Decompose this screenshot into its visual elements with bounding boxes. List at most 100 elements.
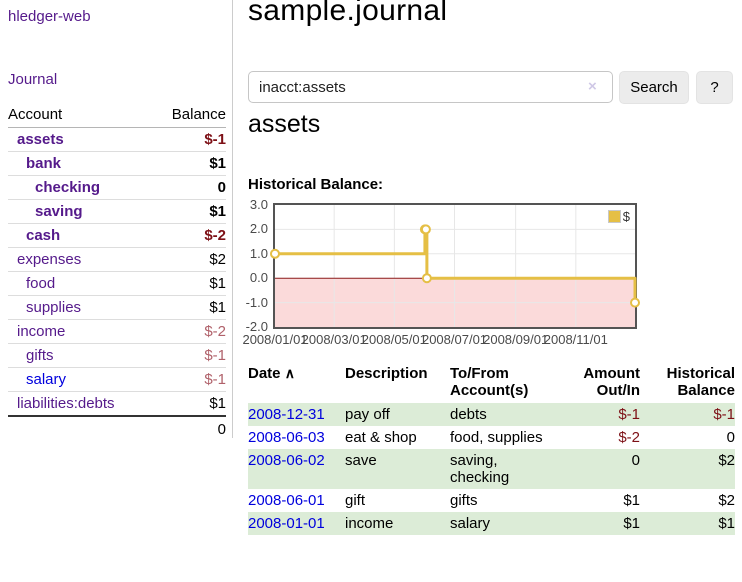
sidebar-account-row: assets $-1 (8, 127, 226, 152)
register-balance-cell: $-1 (713, 406, 735, 423)
chart-plot-svg (270, 205, 640, 327)
register-header-balance: Historical Balance (666, 365, 735, 399)
register-date-cell: 2008-12-31 (248, 403, 345, 426)
register-description-cell: pay off (345, 406, 390, 423)
sidebar-account-row: gifts $-1 (8, 343, 226, 368)
x-axis-tick-label: 2008/07/01 (421, 332, 488, 347)
sidebar-account-link[interactable]: salary (26, 371, 67, 388)
sidebar-account-link[interactable]: liabilities:debts (17, 395, 115, 412)
sidebar-account-balance: $-1 (152, 343, 226, 368)
sidebar-account-link[interactable]: food (26, 275, 56, 292)
y-axis-tick-label: 1.0 (249, 245, 268, 261)
sort-ascending-icon: ∧ (284, 365, 295, 381)
register-accounts-cell: gifts (450, 492, 478, 509)
sidebar-account-balance: $-2 (152, 223, 226, 248)
transaction-date-link[interactable]: 2008-06-01 (248, 492, 325, 509)
register-header-description: Description (345, 365, 428, 382)
accounts-total-row: 0 (8, 415, 226, 441)
sidebar-account-cell: expenses (8, 247, 153, 272)
sidebar-account-row: liabilities:debts $1 (8, 391, 226, 417)
sidebar-account-balance: $-1 (152, 367, 226, 392)
register-accounts-cell: salary (450, 515, 491, 532)
sidebar-account-balance: 0 (152, 175, 226, 200)
register-header-amount: Amount Out/In (583, 365, 640, 399)
sidebar-account-link[interactable]: cash (26, 227, 61, 244)
main-content: sample.journal × Search ? assets Histori… (233, 0, 742, 582)
sidebar-account-link[interactable]: bank (26, 155, 62, 172)
sidebar-account-balance: $1 (152, 199, 226, 224)
register-accounts-cell: debts (450, 406, 487, 423)
sidebar-item-journal[interactable]: Journal (8, 71, 58, 88)
register-balance-cell: $1 (718, 515, 735, 532)
date-header-label: Date (248, 365, 281, 382)
sidebar-account-cell: food (8, 271, 153, 296)
y-axis-tick-label: -1.0 (245, 294, 268, 310)
sidebar-account-link[interactable]: saving (35, 203, 83, 220)
sidebar-account-cell: checking (8, 175, 153, 200)
sidebar-account-row: expenses $2 (8, 247, 226, 272)
sidebar-account-cell: liabilities:debts (8, 391, 153, 417)
x-axis-tick-label: 2008/05/01 (361, 332, 427, 347)
transaction-date-link[interactable]: 2008-06-03 (248, 429, 325, 446)
transaction-date-link[interactable]: 2008-12-31 (248, 406, 325, 423)
y-axis-tick-label: 2.0 (249, 221, 268, 237)
register-header-date[interactable]: Date ∧ (248, 364, 345, 403)
sidebar-account-balance: $2 (152, 247, 226, 272)
transaction-date-link[interactable]: 2008-01-01 (248, 515, 325, 532)
accounts-table: Account Balance assets $-1 bank $1 checking 0… (8, 104, 226, 441)
sidebar-account-cell: income (8, 319, 153, 344)
register-accounts-cell: food, supplies (450, 429, 543, 446)
sidebar-account-row: checking 0 (8, 175, 226, 200)
register-header-row: Date ∧ Description To/From Account(s) Am… (248, 364, 735, 403)
register-accounts-cell: saving, checking (450, 452, 510, 486)
legend-label: $ (622, 209, 630, 224)
sidebar-account-link[interactable]: expenses (17, 251, 82, 268)
help-button[interactable]: ? (696, 71, 733, 104)
chart-plot-area: $ (270, 203, 640, 329)
sidebar-account-balance: $1 (152, 151, 226, 176)
register-table: Date ∧ Description To/From Account(s) Am… (248, 364, 735, 535)
register-row: 2008-12-31 pay off debts $-1 $-1 (248, 403, 735, 426)
y-axis-tick-label: 0.0 (249, 270, 268, 286)
sidebar-account-balance: $-1 (152, 127, 226, 152)
sidebar-account-cell: gifts (8, 343, 153, 368)
sidebar-account-link[interactable]: gifts (26, 347, 54, 364)
register-header-accounts: To/From Account(s) (450, 365, 529, 399)
sidebar: hledger-web Journal Account Balance asse… (0, 0, 233, 441)
sidebar-account-balance: $1 (152, 271, 226, 296)
chart-legend: $ (606, 209, 630, 224)
register-description-cell: save (345, 452, 377, 469)
sidebar-account-cell: salary (8, 367, 153, 392)
search-input[interactable] (248, 71, 613, 103)
sidebar-account-cell: saving (8, 199, 153, 224)
register-amount-cell: $1 (623, 492, 640, 509)
transaction-date-link[interactable]: 2008-06-02 (248, 452, 325, 469)
accounts-total-spacer (8, 415, 153, 441)
x-axis-tick-label: 2008/03/01 (301, 332, 367, 347)
register-amount-cell: $1 (623, 515, 640, 532)
sidebar-account-link[interactable]: supplies (26, 299, 82, 316)
brand-link[interactable]: hledger-web (8, 8, 91, 25)
sidebar-account-balance: $1 (152, 295, 226, 320)
register-description-cell: income (345, 515, 394, 532)
sidebar-account-row: salary $-1 (8, 367, 226, 392)
register-body: 2008-12-31 pay off debts $-1 $-1 2008-06-03 ea… (248, 403, 735, 535)
register-description-cell: gift (345, 492, 366, 509)
register-balance-cell: 0 (726, 429, 735, 446)
sidebar-account-cell: cash (8, 223, 153, 248)
register-date-cell: 2008-01-01 (248, 512, 345, 535)
clear-search-icon[interactable]: × (588, 78, 597, 95)
sidebar-account-link[interactable]: checking (35, 179, 101, 196)
sidebar-account-link[interactable]: assets (17, 131, 64, 148)
historical-balance-chart: $ 3.0 2.0 1.0 0.0 -1.0 -2.0 2008/01/01 2008/03… (240, 197, 680, 347)
x-axis-tick-label: 2008/11/01 (543, 332, 608, 347)
account-heading: assets (248, 110, 321, 138)
sidebar-account-cell: assets (8, 127, 153, 152)
search-button[interactable]: Search (619, 71, 689, 104)
register-amount-cell: 0 (631, 452, 640, 469)
register-description-cell: eat & shop (345, 429, 417, 446)
legend-swatch-icon (606, 209, 622, 224)
accounts-total-value: 0 (152, 415, 226, 441)
sidebar-account-link[interactable]: income (17, 323, 66, 340)
